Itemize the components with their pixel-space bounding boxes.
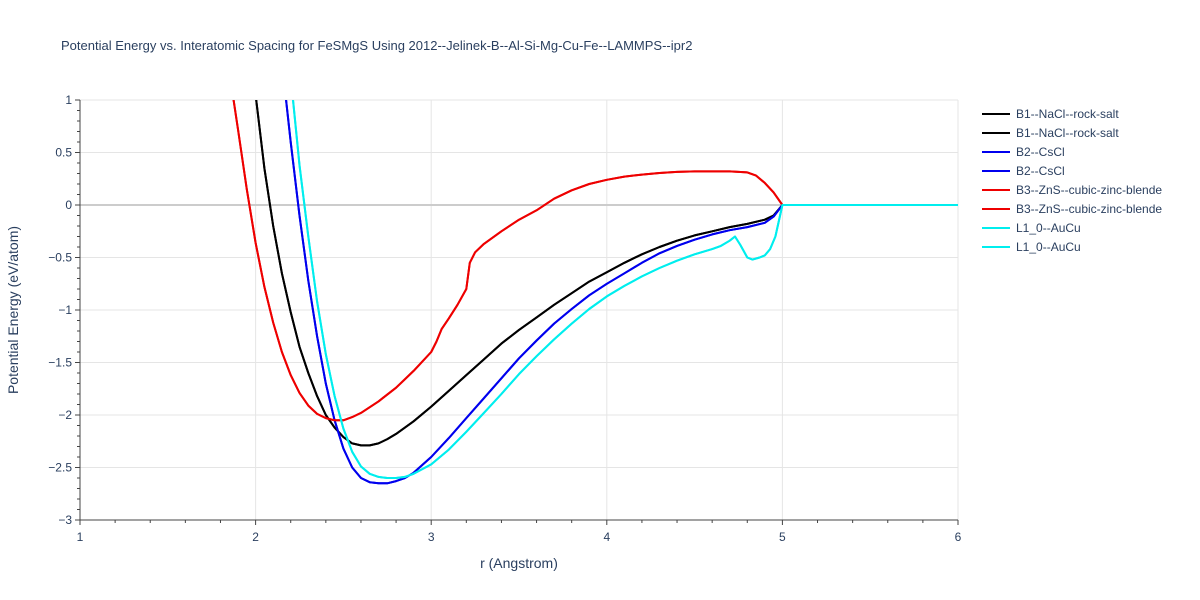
legend-item[interactable]: B3--ZnS--cubic-zinc-blende bbox=[982, 183, 1162, 197]
y-tick-label: −3 bbox=[58, 513, 72, 527]
y-tick-label: −1 bbox=[58, 303, 72, 317]
y-tick-label: −1.5 bbox=[48, 356, 72, 370]
legend-item[interactable]: B2--CsCl bbox=[982, 145, 1065, 159]
grid bbox=[80, 99, 959, 520]
x-tick-label: 6 bbox=[955, 530, 962, 544]
series-line-4 bbox=[285, 100, 958, 485]
x-tick-label: 5 bbox=[779, 530, 786, 544]
y-axis-ticks: 1 0.5 0 −0.5 −1 −1.5 −2 −2.5 −3 bbox=[48, 93, 80, 527]
y-axis-title: Potential Energy (eV/atom) bbox=[5, 226, 21, 394]
x-tick-label: 1 bbox=[77, 530, 84, 544]
series-lines bbox=[232, 100, 958, 485]
x-tick-label: 3 bbox=[428, 530, 435, 544]
legend-label: B2--CsCl bbox=[1016, 164, 1065, 178]
legend-item[interactable]: B1--NaCl--rock-salt bbox=[982, 126, 1119, 140]
legend-item[interactable]: L1_0--AuCu bbox=[982, 240, 1081, 254]
x-axis-title: r (Angstrom) bbox=[480, 555, 558, 571]
series-line-6 bbox=[232, 100, 958, 422]
legend-label: B1--NaCl--rock-salt bbox=[1016, 126, 1119, 140]
y-tick-label: −2.5 bbox=[48, 461, 72, 475]
legend-label: L1_0--AuCu bbox=[1016, 240, 1081, 254]
y-tick-label: −0.5 bbox=[48, 251, 72, 265]
legend-item[interactable]: B3--ZnS--cubic-zinc-blende bbox=[982, 202, 1162, 216]
series-line-2 bbox=[255, 100, 958, 447]
y-tick-label: −2 bbox=[58, 408, 72, 422]
x-axis-ticks: 1 2 3 4 5 6 bbox=[77, 520, 962, 544]
series-line-8 bbox=[292, 100, 958, 479]
x-tick-label: 2 bbox=[252, 530, 259, 544]
chart-title: Potential Energy vs. Interatomic Spacing… bbox=[61, 38, 692, 53]
legend-label: L1_0--AuCu bbox=[1016, 221, 1081, 235]
legend-item[interactable]: B2--CsCl bbox=[982, 164, 1065, 178]
legend[interactable]: B1--NaCl--rock-salt B1--NaCl--rock-salt B2… bbox=[982, 107, 1162, 254]
legend-item[interactable]: L1_0--AuCu bbox=[982, 221, 1081, 235]
x-tick-label: 4 bbox=[603, 530, 610, 544]
y-tick-label: 0 bbox=[65, 198, 72, 212]
y-tick-label: 1 bbox=[65, 93, 72, 107]
y-tick-label: 0.5 bbox=[55, 146, 72, 160]
legend-label: B2--CsCl bbox=[1016, 145, 1065, 159]
legend-label: B3--ZnS--cubic-zinc-blende bbox=[1016, 183, 1162, 197]
legend-label: B1--NaCl--rock-salt bbox=[1016, 107, 1119, 121]
legend-label: B3--ZnS--cubic-zinc-blende bbox=[1016, 202, 1162, 216]
legend-item[interactable]: B1--NaCl--rock-salt bbox=[982, 107, 1119, 121]
